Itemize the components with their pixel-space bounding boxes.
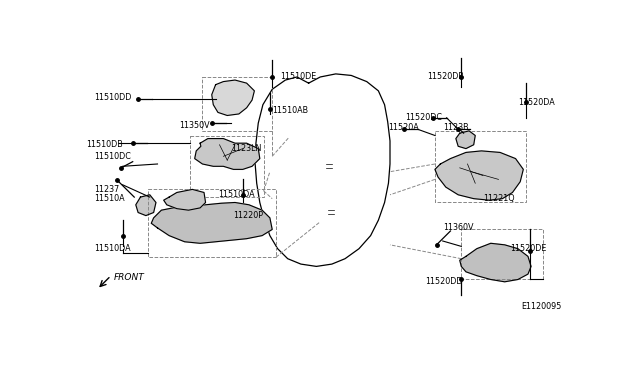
Text: 11510DD: 11510DD — [94, 93, 131, 102]
Bar — [435, 131, 526, 202]
Text: 1123LN: 1123LN — [231, 144, 262, 153]
Text: 11520DE: 11520DE — [510, 244, 547, 253]
Polygon shape — [195, 139, 260, 169]
Text: 11350V: 11350V — [179, 121, 210, 130]
Polygon shape — [460, 243, 531, 282]
Text: 11510DA: 11510DA — [94, 244, 131, 253]
Text: 11520DA: 11520DA — [518, 98, 555, 107]
Text: 11520DB: 11520DB — [428, 73, 464, 81]
Bar — [461, 230, 543, 279]
Polygon shape — [435, 151, 524, 200]
Bar — [148, 189, 276, 257]
Text: 11510DE: 11510DE — [280, 73, 316, 81]
Text: 11510AB: 11510AB — [272, 106, 308, 115]
Text: 11510DA: 11510DA — [218, 190, 255, 199]
Text: FRONT: FRONT — [114, 273, 145, 282]
Text: 11520DD: 11520DD — [425, 277, 462, 286]
Text: 11520A: 11520A — [388, 123, 419, 132]
Text: 11510A: 11510A — [94, 194, 125, 203]
Bar — [202, 77, 272, 131]
Text: 11510DC: 11510DC — [94, 152, 131, 161]
Polygon shape — [136, 195, 156, 216]
Polygon shape — [151, 202, 272, 243]
Text: E1120095: E1120095 — [522, 302, 562, 311]
Text: 11520DC: 11520DC — [406, 113, 442, 122]
Text: 11220P: 11220P — [234, 211, 264, 220]
Text: 1123B: 1123B — [443, 123, 468, 132]
Polygon shape — [164, 189, 205, 210]
Bar — [190, 135, 264, 197]
Text: 11510DB: 11510DB — [86, 140, 123, 149]
Polygon shape — [456, 131, 476, 148]
Text: 11360V: 11360V — [443, 224, 473, 232]
Polygon shape — [212, 80, 254, 115]
Text: 11237: 11237 — [94, 185, 119, 194]
Text: 11221Q: 11221Q — [483, 194, 515, 203]
